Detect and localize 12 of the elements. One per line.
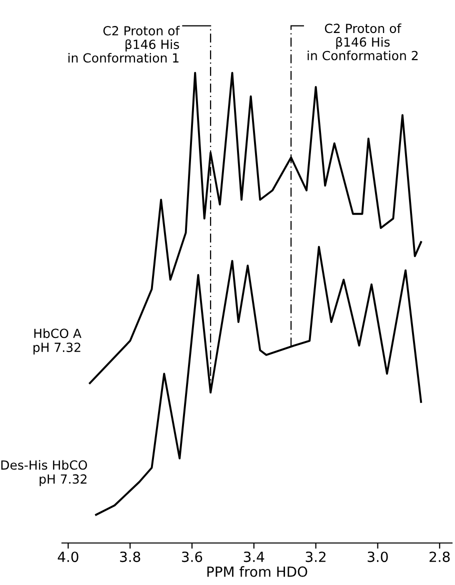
x-tick-label: 3.2: [306, 552, 326, 562]
x-tick-label: 3.0: [368, 552, 388, 562]
text: Des-His HbCO pH 7.32: [1, 460, 88, 486]
x-tick-label: 3.4: [244, 552, 264, 562]
x-tick-label: 3.8: [120, 552, 140, 562]
text: HbCO A pH 7.32: [34, 328, 82, 355]
x-tick-label: 3.6: [182, 552, 202, 562]
x-axis-title: PPM from HDO: [207, 566, 308, 577]
ref-line-label: C2 Proton of β146 His in Conformation 1: [68, 26, 180, 63]
x-tick-label: 4.0: [58, 552, 78, 562]
x-tick-label: 2.8: [430, 552, 450, 562]
ref-line-label: C2 Proton of β146 His in Conformation 2: [308, 23, 418, 60]
